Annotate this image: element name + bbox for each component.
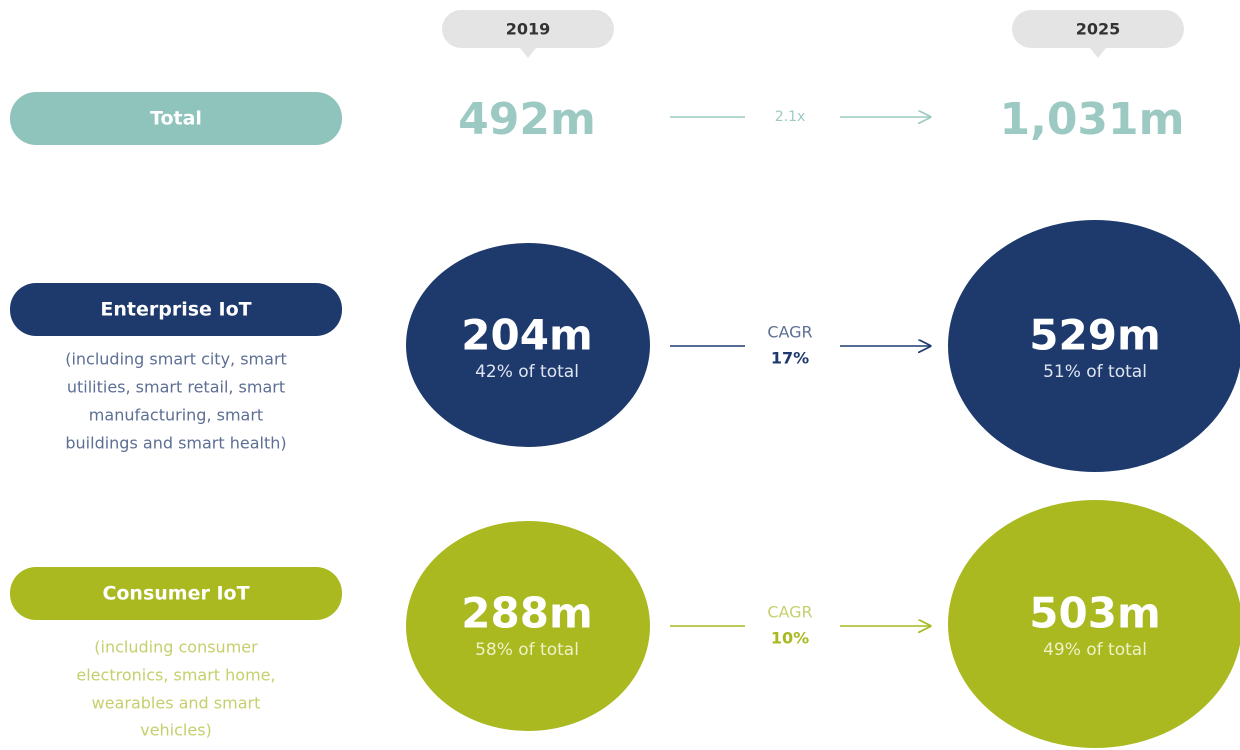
description: wearables and smart	[92, 694, 261, 713]
value: 1,031m	[999, 94, 1184, 145]
link-label: CAGR	[767, 323, 812, 342]
value: 529m	[1029, 311, 1160, 360]
description: manufacturing, smart	[89, 406, 263, 425]
year-label: 2019	[506, 20, 551, 39]
circle	[948, 500, 1240, 748]
year-label: 2025	[1076, 20, 1121, 39]
row-pill	[10, 92, 342, 145]
share: 51% of total	[1043, 362, 1147, 382]
circle	[406, 521, 650, 731]
row-pill	[10, 567, 342, 620]
description: (including consumer	[94, 638, 258, 657]
row-label: Enterprise IoT	[100, 299, 251, 321]
row-label: Total	[150, 108, 202, 130]
description: (including smart city, smart	[65, 350, 287, 369]
link-value: 17%	[771, 349, 809, 368]
link-label: CAGR	[767, 603, 812, 622]
year-pill	[442, 10, 614, 48]
link-value: 10%	[771, 629, 809, 648]
description: buildings and smart health)	[65, 434, 286, 453]
value: 288m	[461, 589, 592, 638]
circle	[948, 220, 1240, 472]
share: 49% of total	[1043, 640, 1147, 660]
value: 492m	[458, 94, 596, 145]
description: electronics, smart home,	[76, 666, 275, 685]
value: 204m	[461, 311, 592, 360]
pill-pointer	[1090, 48, 1106, 58]
year-pill	[1012, 10, 1184, 48]
row-pill	[10, 283, 342, 336]
share: 42% of total	[475, 362, 579, 382]
description: vehicles)	[140, 721, 212, 740]
description: utilities, smart retail, smart	[67, 378, 285, 397]
value: 503m	[1029, 589, 1160, 638]
share: 58% of total	[475, 640, 579, 660]
row-label: Consumer IoT	[102, 583, 249, 605]
pill-pointer	[520, 48, 536, 58]
link-label: 2.1x	[775, 109, 806, 125]
circle	[406, 243, 650, 447]
